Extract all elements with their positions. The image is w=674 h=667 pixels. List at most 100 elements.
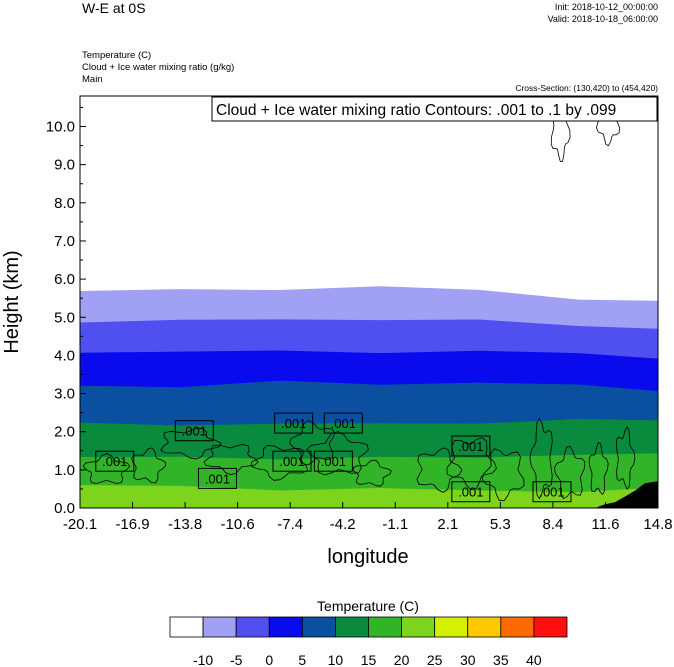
colorbar-swatch (467, 616, 502, 638)
cloud-contour (481, 448, 525, 502)
contour-label-box (451, 435, 491, 457)
y-tick-label: 8.0 (54, 195, 75, 212)
y-tick-label: 9.0 (54, 157, 75, 174)
colorbar-labels: -10 -5 0 5 10 15 20 25 30 35 40 (193, 652, 542, 667)
colorbar-label: 35 (493, 652, 509, 667)
plot-frame (79, 95, 659, 509)
colorbar-label: -5 (230, 652, 243, 667)
contour-label-box (532, 481, 572, 503)
contour-label: .001 (279, 454, 304, 469)
x-tick-label: -1.1 (382, 516, 408, 533)
y-axis-label: Height (km) (1, 250, 23, 353)
contour-label: .001 (281, 416, 306, 431)
y-tick-label: 3.0 (54, 386, 75, 403)
colorbar-label: 40 (526, 652, 542, 667)
colorbar-swatch (169, 616, 204, 638)
plot-title: W-E at 0S (82, 0, 146, 16)
colorbar-label: -10 (193, 652, 213, 667)
colorbar-swatch (434, 616, 469, 638)
x-tick-label: 8.4 (542, 516, 563, 533)
colorbar-label: 20 (394, 652, 410, 667)
contour-label-box (197, 467, 237, 489)
init-time: Init: 2018-10-12_00:00:00 (554, 2, 658, 12)
x-tick-label: 11.6 (591, 516, 619, 533)
colorbar-title: Temperature (C) (317, 598, 419, 614)
colorbar-swatch (268, 616, 303, 638)
x-tick-label: -10.6 (221, 516, 255, 533)
contour-label-box (451, 481, 491, 503)
contour-label-box (272, 450, 312, 472)
colorbar-swatch (368, 616, 402, 638)
y-tick-label: 1.0 (54, 462, 75, 479)
cloud-contour (250, 445, 309, 481)
cloud-ice-contours (82, 100, 636, 502)
colorbar-swatch (401, 616, 436, 638)
y-tick-label: 0.0 (54, 500, 75, 517)
x-tick-label: -16.9 (115, 516, 149, 533)
cloud-contour (446, 437, 497, 491)
contour-label-box (323, 412, 363, 434)
contour-label: .001 (102, 454, 127, 469)
colorbar-swatch (235, 616, 270, 638)
colorbar-swatch (533, 616, 568, 638)
colorbar-label: 15 (361, 652, 377, 667)
x-tick-label: 2.1 (437, 516, 458, 533)
contour-labels: .001 .001 .001 .001 .001 .001 .001 .001 .001 .001 (95, 412, 572, 503)
y-tick-label: 5.0 (54, 309, 75, 326)
cloud-contour (289, 420, 336, 466)
contour-label: .001 (182, 424, 207, 439)
colorbar-swatch (500, 616, 535, 638)
field-line-cloud-ice: Cloud + Ice water mixing ratio (g/kg) (82, 62, 235, 73)
cross-section-info: Cross-Section: (130,420) to (454,420) (515, 83, 658, 93)
y-tick-label: 7.0 (54, 233, 75, 250)
field-line-temperature: Temperature (C) (82, 50, 152, 61)
cloud-contour (306, 431, 369, 476)
colorbar-swatch (202, 616, 237, 638)
colorbar-swatch (301, 616, 336, 638)
temperature-bands (80, 96, 658, 508)
cloud-contour (203, 444, 259, 476)
contour-info-box: Cloud + Ice water mixing ratio Contours:… (211, 96, 658, 122)
cloud-contour (82, 453, 131, 484)
x-tick-label: -20.1 (63, 516, 97, 533)
contour-label: .001 (321, 454, 346, 469)
cloud-contour (416, 447, 463, 493)
contour-label-box (313, 450, 353, 472)
contour-label: .001 (331, 416, 356, 431)
cloud-contour (588, 441, 609, 496)
field-line-domain: Main (82, 74, 103, 85)
cloud-contour (160, 427, 222, 460)
colorbar (169, 616, 568, 638)
cloud-contour (529, 417, 553, 500)
contour-label-box (95, 450, 135, 472)
contour-info-text: Cloud + Ice water mixing ratio Contours:… (216, 102, 616, 119)
contour-label-box (274, 412, 314, 434)
contour-label: .001 (205, 471, 230, 486)
cloud-contour (131, 447, 166, 484)
x-tick-label: -7.4 (277, 516, 303, 533)
colorbar-label: 25 (427, 652, 443, 667)
x-tick-label: -4.2 (330, 516, 356, 533)
x-tick-label: 14.8 (643, 516, 672, 533)
colorbar-label: 10 (328, 652, 344, 667)
y-tick-label: 6.0 (54, 271, 75, 288)
contour-label: .001 (458, 485, 483, 500)
x-tick-label: -13.8 (168, 516, 202, 533)
x-tick-label: 5.3 (490, 516, 511, 533)
contour-label: .001 (458, 439, 483, 454)
contour-label: .001 (539, 485, 564, 500)
y-tick-label: 10.0 (46, 119, 75, 136)
y-axis: 0.0 1.0 2.0 3.0 4.0 5.0 6.0 7.0 8.0 9.0 10.0 (46, 106, 86, 517)
y-tick-label: 2.0 (54, 424, 75, 441)
y-tick-label: 4.0 (54, 347, 75, 364)
colorbar-swatch (335, 616, 369, 638)
colorbar-label: 0 (265, 652, 273, 667)
colorbar-label: 5 (298, 652, 306, 667)
cloud-contour (352, 459, 392, 487)
contour-label-box (174, 420, 214, 442)
colorbar-label: 30 (460, 652, 476, 667)
cloud-contour (615, 426, 636, 490)
temperature-band (80, 485, 658, 508)
cloud-contour (554, 446, 586, 500)
